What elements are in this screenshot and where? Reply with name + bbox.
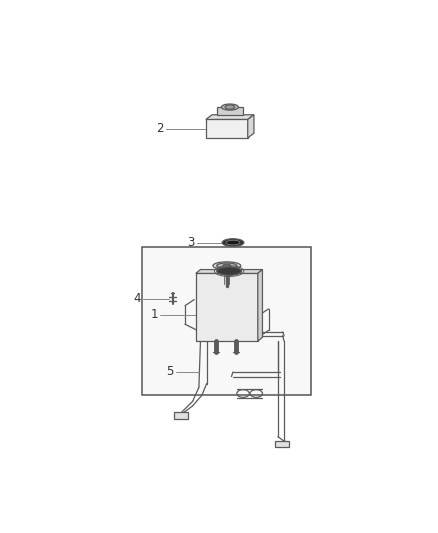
Bar (174, 412, 188, 419)
Text: 4: 4 (133, 292, 141, 305)
Ellipse shape (213, 262, 241, 270)
Bar (141, 247, 311, 395)
Bar (275, 441, 289, 447)
Text: 1: 1 (150, 309, 158, 321)
Bar (206, 119, 248, 138)
Polygon shape (248, 115, 254, 138)
Ellipse shape (221, 104, 238, 110)
Text: 3: 3 (187, 236, 195, 249)
Ellipse shape (226, 240, 240, 245)
Bar (196, 273, 258, 341)
Ellipse shape (223, 264, 231, 267)
Text: 2: 2 (156, 122, 163, 135)
Ellipse shape (225, 105, 235, 109)
Polygon shape (206, 115, 254, 119)
Text: 5: 5 (166, 366, 173, 378)
Ellipse shape (222, 239, 244, 246)
Polygon shape (196, 270, 262, 273)
Ellipse shape (217, 263, 237, 269)
Bar (217, 107, 243, 115)
Polygon shape (258, 270, 262, 341)
Ellipse shape (217, 267, 241, 276)
